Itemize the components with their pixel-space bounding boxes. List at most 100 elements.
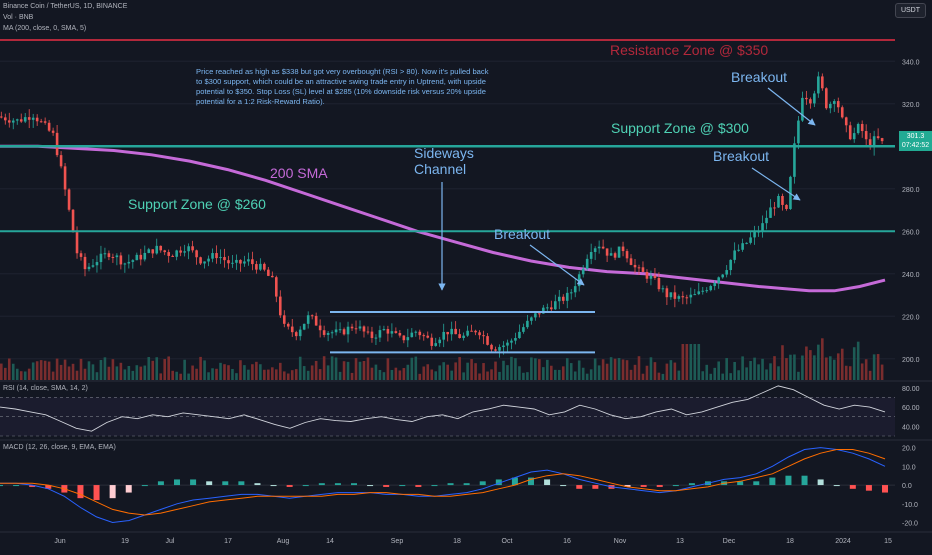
- macd-histogram-bar: [141, 485, 148, 487]
- candle-body: [127, 261, 131, 264]
- macd-histogram-bar: [737, 481, 744, 486]
- volume-bar: [187, 373, 190, 380]
- volume-bar: [223, 364, 226, 380]
- volume-bar: [103, 357, 107, 380]
- macd-histogram-bar: [238, 481, 245, 486]
- candle-body: [581, 268, 585, 275]
- macd-histogram-bar: [351, 483, 357, 486]
- candle-body: [649, 275, 653, 279]
- volume-bar: [872, 354, 876, 380]
- candle-body: [83, 256, 87, 270]
- candle-body: [538, 313, 541, 315]
- candle-body: [394, 331, 398, 333]
- trade-annotation: Price reached as high as $338 but got ve…: [196, 67, 489, 106]
- macd-histogram-bar: [817, 479, 824, 486]
- volume-bar: [844, 365, 848, 380]
- candle-body: [805, 97, 808, 100]
- time-tick-label: 18: [453, 538, 461, 545]
- volume-bar: [191, 365, 194, 380]
- volume-bar: [159, 373, 163, 380]
- candle-body: [653, 275, 657, 278]
- macd-histogram-bar: [769, 477, 776, 486]
- volume-bar: [502, 360, 505, 380]
- macd-histogram-bar: [367, 485, 374, 487]
- volume-bar: [278, 362, 282, 380]
- candle-body: [370, 331, 374, 338]
- volume-bar: [263, 369, 266, 380]
- candle-body: [338, 329, 342, 331]
- volume-bar: [721, 373, 724, 380]
- macd-histogram-bar: [479, 481, 486, 486]
- volume-bar: [677, 370, 681, 380]
- candle-body: [263, 263, 266, 270]
- candle-body: [342, 329, 346, 335]
- candle-body: [302, 323, 306, 330]
- volume-bar: [490, 369, 493, 380]
- volume-bar: [856, 341, 860, 380]
- volume-bar: [661, 373, 665, 380]
- candle-body: [386, 329, 390, 334]
- volume-bar: [135, 365, 139, 380]
- candle-body: [609, 253, 613, 256]
- volume-bar: [821, 338, 824, 380]
- macd-histogram-bar: [865, 485, 872, 491]
- macd-tick-label: 20.0: [902, 446, 916, 453]
- macd-histogram-bar: [431, 485, 438, 487]
- volume-bar: [741, 356, 744, 380]
- support-300-label: Support Zone @ $300: [611, 120, 749, 136]
- candle-body: [641, 267, 645, 272]
- price-tick-label: 200.0: [902, 357, 920, 364]
- candle-body: [418, 331, 422, 336]
- volume-bar: [267, 369, 270, 380]
- candle-body: [243, 261, 246, 264]
- candle-body: [199, 257, 202, 264]
- volume-bar: [725, 358, 728, 380]
- candle-body: [601, 246, 605, 249]
- volume-bar: [828, 356, 832, 380]
- candle-body: [534, 313, 537, 318]
- candle-body: [191, 246, 194, 251]
- candle-body: [514, 338, 517, 341]
- candle-body: [573, 286, 577, 293]
- candle-body: [155, 245, 159, 254]
- currency-badge[interactable]: USDT: [894, 3, 926, 18]
- candle-body: [7, 120, 11, 123]
- time-tick-label: Jul: [166, 538, 175, 545]
- candle-body: [286, 323, 290, 327]
- candle-body: [23, 117, 27, 122]
- volume-bar: [817, 344, 820, 380]
- candle-body: [844, 117, 848, 126]
- candle-body: [729, 259, 732, 271]
- volume-bar: [334, 357, 338, 380]
- macd-histogram-bar: [254, 483, 261, 486]
- volume-bar: [39, 360, 43, 380]
- macd-histogram-bar: [399, 485, 406, 487]
- candle-body: [629, 258, 633, 265]
- macd-histogram-bar: [190, 479, 197, 486]
- time-tick-label: 18: [786, 538, 794, 545]
- volume-bar: [633, 364, 637, 380]
- macd-histogram-bar: [415, 485, 422, 487]
- candle-body: [131, 260, 135, 262]
- volume-bar: [3, 367, 7, 380]
- volume-bar: [314, 360, 318, 380]
- time-axis: Jun 19 Jul 17 Aug 14 Sep 18 Oct 16 Nov 13 Dec 18 2024 1…: [54, 538, 892, 545]
- volume-bar: [79, 358, 83, 380]
- candle-body: [103, 253, 107, 255]
- volume-bar: [422, 366, 426, 380]
- candle-body: [231, 262, 234, 264]
- volume-bar: [701, 371, 705, 380]
- price-tick-label: 240.0: [902, 272, 920, 279]
- candle-body: [617, 246, 621, 258]
- volume-bar: [593, 358, 597, 380]
- annotation-arrow: [751, 167, 801, 201]
- volume-bar: [306, 370, 310, 380]
- macd-histogram-bar: [93, 485, 100, 501]
- volume-bar: [561, 366, 565, 380]
- volume-bar: [657, 372, 661, 380]
- volume-bar: [402, 368, 406, 380]
- candle-body: [310, 315, 314, 317]
- candle-body: [290, 326, 294, 333]
- candle-body: [251, 259, 254, 265]
